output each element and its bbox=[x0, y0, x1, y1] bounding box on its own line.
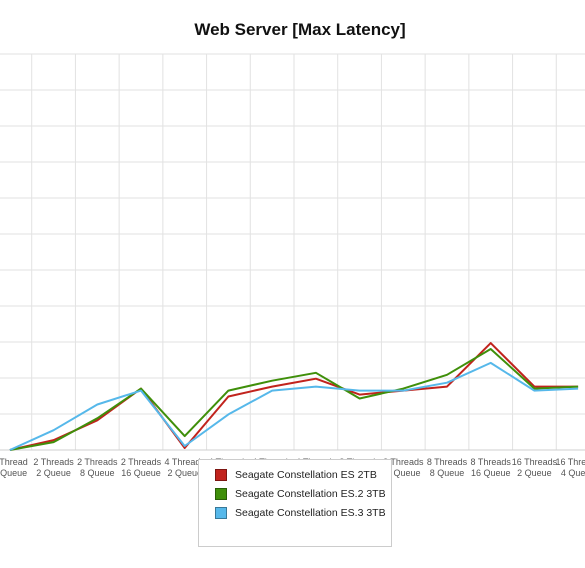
x-tick-label: 16 Threads 2 Queue bbox=[512, 457, 558, 478]
legend-label: Seagate Constellation ES 2TB bbox=[235, 468, 377, 481]
series-line-3 bbox=[9, 361, 579, 451]
x-tick-label: 4 Threads 2 Queue bbox=[165, 457, 206, 478]
legend-swatch bbox=[215, 506, 227, 519]
x-tick-label: 2 Threads 8 Queue bbox=[77, 457, 118, 478]
legend-item: Seagate Constellation ES.3 3TB bbox=[199, 503, 391, 522]
x-tick-label: 8 Threads 16 Queue bbox=[471, 457, 512, 478]
series-layer bbox=[9, 342, 579, 451]
legend-swatch bbox=[215, 468, 227, 481]
x-tick-label: 8 Threads 4 Queue bbox=[383, 457, 424, 478]
series-line-1 bbox=[9, 342, 579, 451]
legend-label: Seagate Constellation ES.2 3TB bbox=[235, 487, 386, 500]
legend: Seagate Constellation ES 2TB Seagate Cons… bbox=[198, 459, 392, 547]
chart-title: Web Server [Max Latency] bbox=[194, 20, 406, 39]
x-tick-label: 1 Thread1 Queue bbox=[0, 457, 28, 478]
x-tick-label: 2 Threads 2 Queue bbox=[33, 457, 74, 478]
grid-layer bbox=[0, 53, 585, 451]
series-line-2 bbox=[9, 348, 579, 451]
legend-item: Seagate Constellation ES.2 3TB bbox=[199, 484, 391, 503]
x-tick-label: 8 Threads 8 Queue bbox=[427, 457, 468, 478]
x-tick-label: 2 Threads 16 Queue bbox=[121, 457, 162, 478]
legend-item: Seagate Constellation ES 2TB bbox=[199, 465, 391, 484]
legend-swatch bbox=[215, 487, 227, 500]
legend-label: Seagate Constellation ES.3 3TB bbox=[235, 506, 386, 519]
